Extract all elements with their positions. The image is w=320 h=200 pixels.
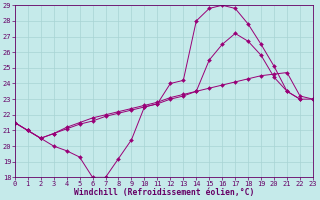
X-axis label: Windchill (Refroidissement éolien,°C): Windchill (Refroidissement éolien,°C) bbox=[74, 188, 254, 197]
